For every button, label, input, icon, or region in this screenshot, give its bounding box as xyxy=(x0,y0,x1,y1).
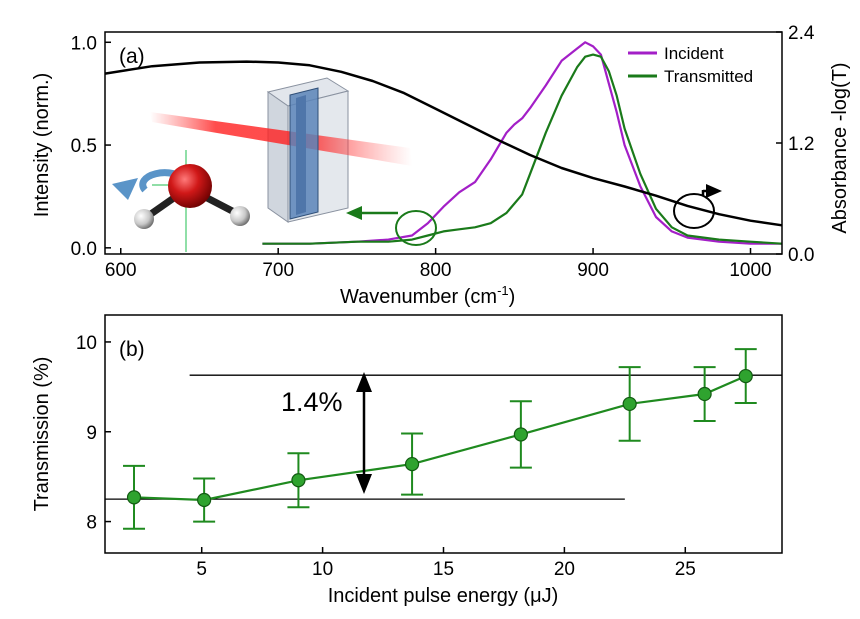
hydrogen-atom-icon xyxy=(230,206,250,226)
x-tick-label: 600 xyxy=(105,260,137,281)
difference-arrowhead-up-icon xyxy=(356,372,372,392)
x-tick-label: 5 xyxy=(196,559,207,580)
difference-arrowhead-down-icon xyxy=(356,474,372,494)
rotation-arrowhead-icon xyxy=(112,178,138,200)
panel-a-ticks: 600 700 800 900 1000 0.0 0.5 1.0 0.0 1.2 2.4 xyxy=(71,23,815,281)
panel-b-series xyxy=(105,348,782,530)
panel-a-right-y-axis-label: Absorbance -log(T) xyxy=(829,62,851,233)
cuvette-slab xyxy=(296,95,306,215)
laser-beam xyxy=(150,112,412,166)
absorbance-axis-marker-circle xyxy=(673,193,715,229)
panel-b-y-axis-label: Transmission (%) xyxy=(31,357,53,512)
panel-a-legend: Incident Transmitted xyxy=(628,44,753,86)
y-right-tick-label: 0.0 xyxy=(788,245,814,266)
panel-a-left-y-axis-label: Intensity (norm.) xyxy=(31,73,53,217)
y-left-tick-label: 0.5 xyxy=(71,136,97,157)
right-arrowhead-icon xyxy=(706,184,722,198)
panel-a-x-axis-label: Wavenumber (cm-1) xyxy=(340,283,515,308)
transmitted-line xyxy=(262,53,783,245)
data-point xyxy=(622,396,637,412)
left-arrowhead-icon xyxy=(346,206,362,220)
data-point xyxy=(404,456,420,472)
y-left-tick-label: 1.0 xyxy=(71,33,97,54)
y-tick-label: 10 xyxy=(76,333,97,354)
legend-label-incident: Incident xyxy=(664,44,724,63)
x-tick-label: 900 xyxy=(577,260,609,281)
legend-label-transmitted: Transmitted xyxy=(664,67,753,86)
incident-line xyxy=(262,41,782,245)
y-tick-label: 9 xyxy=(86,423,97,444)
x-tick-label: 10 xyxy=(312,559,333,580)
y-left-tick-label: 0.0 xyxy=(71,239,97,260)
x-tick-label: 20 xyxy=(554,559,575,580)
x-tick-label: 800 xyxy=(420,260,452,281)
panel-b-label: (b) xyxy=(119,338,145,361)
data-point xyxy=(197,492,212,508)
y-tick-label: 8 xyxy=(86,513,97,534)
x-tick-label: 15 xyxy=(433,559,454,580)
data-point xyxy=(513,427,528,442)
y-right-tick-label: 1.2 xyxy=(788,134,814,155)
x-tick-label: 1000 xyxy=(729,260,771,281)
panel-b-ticks: 5 10 15 20 25 8 9 10 xyxy=(76,333,696,580)
x-tick-label: 700 xyxy=(262,260,294,281)
difference-label: 1.4% xyxy=(281,387,343,417)
panel-a-label: (a) xyxy=(119,45,145,68)
panel-a-spectrum-chart: 600 700 800 900 1000 0.0 0.5 1.0 0.0 1.2 2.4 (a) I… xyxy=(31,23,851,308)
hydrogen-atom-icon xyxy=(134,209,154,229)
oxygen-atom-icon xyxy=(168,164,212,208)
panel-b-x-axis-label: Incident pulse energy (μJ) xyxy=(328,585,559,607)
transmission-line xyxy=(133,375,747,502)
molecule-and-cuvette-illustration xyxy=(112,77,412,252)
data-point xyxy=(738,368,753,384)
data-point xyxy=(126,490,142,505)
data-point xyxy=(291,473,306,488)
cuvette-side xyxy=(267,91,289,223)
panel-b-transmission-chart: 5 10 15 20 25 8 9 10 (b) 1.4% Incident pulse en… xyxy=(31,314,783,607)
x-tick-label: 25 xyxy=(675,559,696,580)
transmitted-axis-marker-circle xyxy=(395,210,437,246)
data-point xyxy=(697,386,712,402)
y-right-tick-label: 2.4 xyxy=(788,23,815,44)
